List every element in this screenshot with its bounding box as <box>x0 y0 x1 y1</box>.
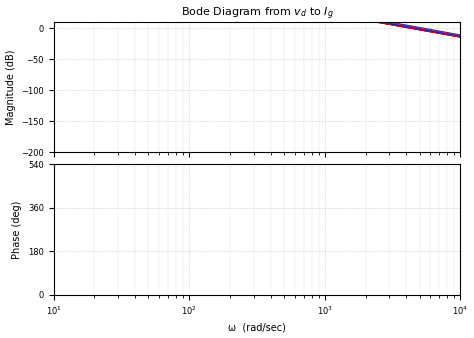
X-axis label: ω  (rad/sec): ω (rad/sec) <box>228 322 286 333</box>
Title: Bode Diagram from $v_d$ to $I_g$: Bode Diagram from $v_d$ to $I_g$ <box>181 5 333 22</box>
Y-axis label: Magnitude (dB): Magnitude (dB) <box>6 49 16 125</box>
Y-axis label: Phase (deg): Phase (deg) <box>12 200 22 259</box>
